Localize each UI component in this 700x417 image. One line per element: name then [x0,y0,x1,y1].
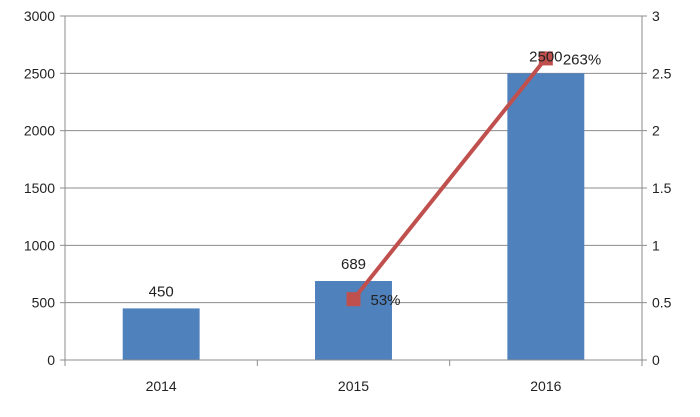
line-point [538,51,553,66]
line-point [346,292,361,307]
left-tick-label: 0 [47,352,55,368]
data-labels: 450 689 2500 53% 263% [149,48,602,309]
left-tick-label: 1000 [24,237,55,253]
line-value-label: 263% [563,51,601,68]
bar [122,308,200,360]
right-tick-label: 0 [652,352,660,368]
bar-value-label: 2500 [529,48,562,65]
category-label: 2016 [530,378,561,394]
growth-line [351,57,548,301]
category-labels: 2014 2015 2016 [146,378,562,394]
left-axis-ticks: 0 500 1000 1500 2000 2500 3000 [24,8,65,368]
right-tick-label: 0.5 [652,295,672,311]
line-value-label: 53% [371,292,401,309]
bar-value-label: 689 [341,256,366,273]
bar [507,73,585,360]
category-label: 2014 [146,378,177,394]
bar-series [122,73,585,360]
left-tick-label: 500 [32,295,56,311]
right-tick-label: 1.5 [652,180,672,196]
left-tick-label: 3000 [24,8,55,24]
left-tick-label: 2500 [24,65,55,81]
line-series [346,51,553,307]
category-label: 2015 [338,378,369,394]
right-tick-label: 1 [652,237,660,253]
bar-value-label: 450 [149,283,174,300]
right-tick-label: 2.5 [652,65,672,81]
right-tick-label: 2 [652,123,660,139]
left-tick-label: 2000 [24,123,55,139]
right-tick-label: 3 [652,8,660,24]
right-axis-ticks: 0 0.5 1 1.5 2 2.5 3 [642,8,672,368]
left-tick-label: 1500 [24,180,55,196]
